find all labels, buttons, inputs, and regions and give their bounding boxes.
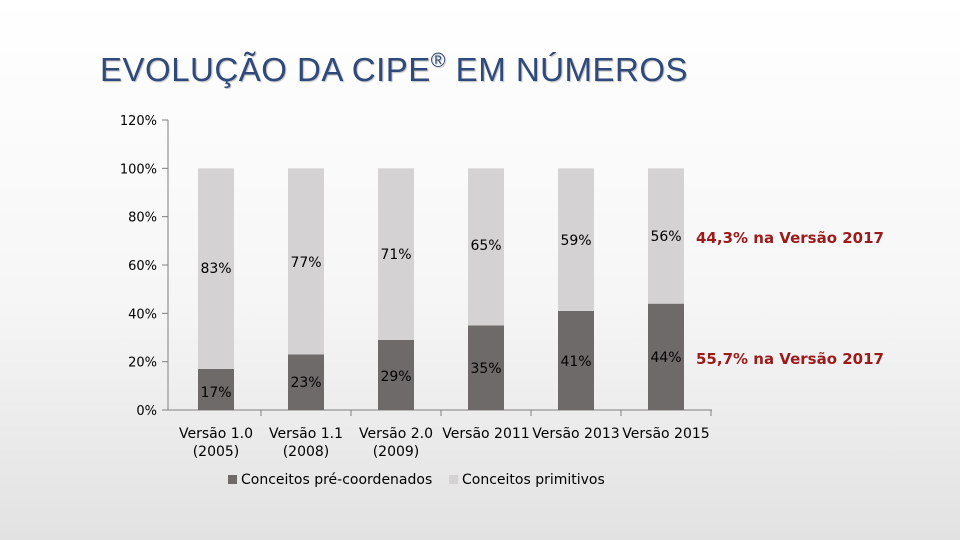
y-tick-label: 60%	[128, 259, 157, 274]
data-label-pre-coordenados: 17%	[200, 385, 231, 401]
bar-pre-coordenados	[378, 339, 414, 410]
data-label-primitivos: 65%	[470, 238, 501, 254]
y-tick-label: 20%	[128, 356, 157, 371]
title-tail: EM NÚMEROS	[446, 51, 689, 88]
y-tick-label: 0%	[136, 404, 157, 419]
slide-title: EVOLUÇÃO DA CIPE® EM NÚMEROS	[100, 50, 688, 89]
y-tick-label: 80%	[128, 211, 157, 226]
data-label-primitivos: 83%	[200, 261, 231, 277]
title-registered-mark: ®	[430, 50, 447, 72]
x-tick-label: Versão 2.0	[359, 426, 433, 442]
x-tick-label: (2009)	[373, 444, 420, 460]
legend-swatch-pre-coordenados	[228, 475, 237, 484]
x-tick-label: Versão 1.1	[269, 426, 343, 442]
data-label-pre-coordenados: 29%	[380, 369, 411, 385]
legend-swatch-primitivos	[449, 475, 458, 484]
bar-pre-coordenados	[198, 368, 234, 410]
x-tick-label: Versão 2015	[622, 426, 709, 442]
bar-primitivos	[468, 168, 504, 326]
data-label-primitivos: 59%	[560, 233, 591, 249]
data-label-pre-coordenados: 41%	[560, 354, 591, 370]
y-tick-label: 120%	[120, 114, 157, 129]
bar-primitivos	[198, 168, 234, 369]
bar-pre-coordenados	[468, 325, 504, 410]
data-label-primitivos: 71%	[380, 247, 411, 263]
data-label-primitivos: 77%	[290, 255, 321, 271]
data-label-primitivos: 56%	[650, 229, 681, 245]
data-label-pre-coordenados: 23%	[290, 375, 321, 391]
x-tick-label: (2008)	[283, 444, 330, 460]
y-tick-label: 40%	[128, 307, 157, 322]
annotation-versao-2017: 44,3% na Versão 2017	[696, 229, 884, 247]
x-tick-label: (2005)	[193, 444, 240, 460]
bar-pre-coordenados	[558, 310, 594, 410]
bar-pre-coordenados	[288, 354, 324, 410]
bar-primitivos	[648, 168, 684, 304]
annotation-versao-2017: 55,7% na Versão 2017	[696, 350, 884, 368]
y-tick-label: 100%	[120, 162, 157, 177]
bar-pre-coordenados	[648, 303, 684, 410]
legend-label-pre-coordenados: Conceitos pré-coordenados	[241, 472, 432, 488]
title-main: EVOLUÇÃO DA CIPE	[100, 51, 431, 88]
x-tick-label: Versão 1.0	[179, 426, 253, 442]
bar-primitivos	[558, 168, 594, 311]
bar-primitivos	[288, 168, 324, 355]
bar-primitivos	[378, 168, 414, 340]
data-label-pre-coordenados: 44%	[650, 350, 681, 366]
x-tick-label: Versão 2011	[442, 426, 529, 442]
x-tick-label: Versão 2013	[532, 426, 619, 442]
legend-label-primitivos: Conceitos primitivos	[462, 472, 605, 488]
data-label-pre-coordenados: 35%	[470, 361, 501, 377]
